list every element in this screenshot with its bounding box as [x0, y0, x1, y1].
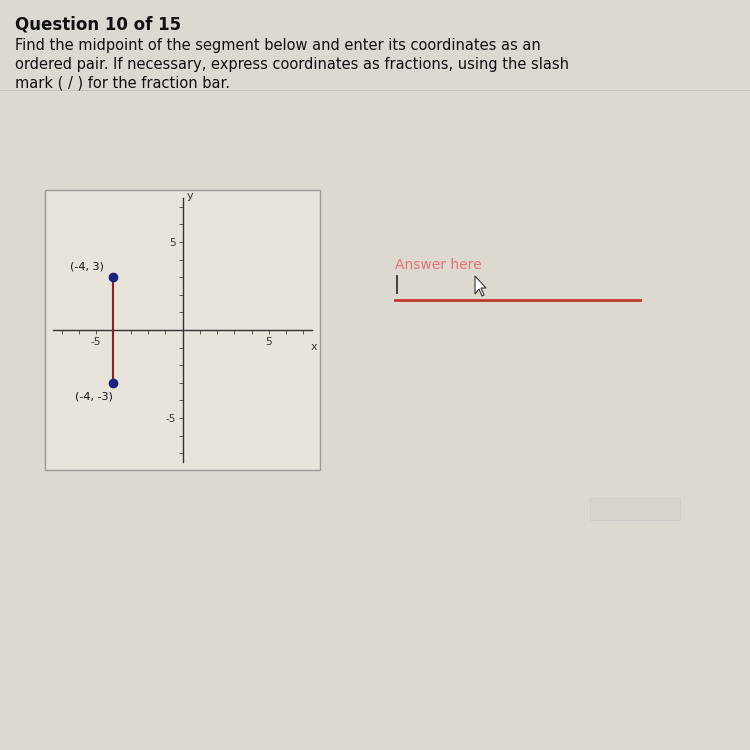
Polygon shape: [475, 276, 486, 296]
Text: Answer here: Answer here: [395, 258, 482, 272]
Text: Find the midpoint of the segment below and enter its coordinates as an: Find the midpoint of the segment below a…: [15, 38, 541, 53]
Text: Question 10 of 15: Question 10 of 15: [15, 15, 182, 33]
Text: x: x: [310, 342, 317, 352]
Text: mark ( / ) for the fraction bar.: mark ( / ) for the fraction bar.: [15, 76, 230, 91]
Text: ordered pair. If necessary, express coordinates as fractions, using the slash: ordered pair. If necessary, express coor…: [15, 57, 569, 72]
Text: SUBMIT: SUBMIT: [611, 504, 659, 514]
Bar: [45, 190, 320, 470]
Bar: [590, 498, 680, 520]
Text: (-4, -3): (-4, -3): [76, 392, 113, 401]
Text: y: y: [187, 191, 194, 201]
Text: (-4, 3): (-4, 3): [70, 262, 104, 272]
